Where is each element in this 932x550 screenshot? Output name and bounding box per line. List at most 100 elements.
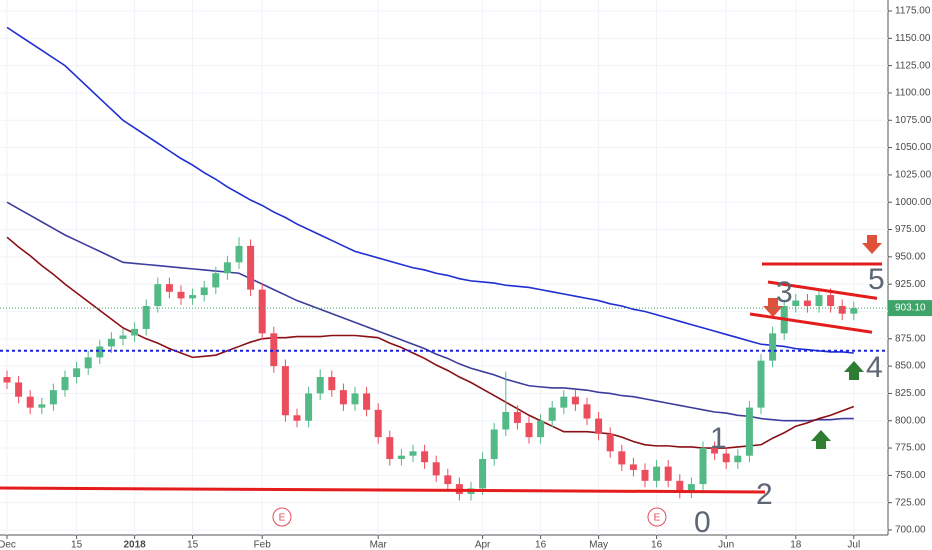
candle-body xyxy=(281,366,289,416)
candle-body xyxy=(165,284,173,292)
y-tick-label: 1075.00 xyxy=(895,115,932,126)
wave-label: 2 xyxy=(756,478,773,511)
candle-body xyxy=(641,469,649,481)
moving-average xyxy=(6,201,854,422)
event-marker xyxy=(272,507,292,527)
candle-body xyxy=(200,287,208,296)
candle-body xyxy=(618,451,626,465)
y-tick-label: 925.00 xyxy=(895,279,926,290)
candle-body xyxy=(815,295,823,307)
candle-body xyxy=(397,455,405,459)
event-label: E xyxy=(279,513,286,524)
candle-body xyxy=(374,409,382,438)
event-label: E xyxy=(654,513,661,524)
arrows xyxy=(763,235,882,449)
candle-body xyxy=(560,396,568,408)
candle-body xyxy=(189,295,197,299)
candle-body xyxy=(687,484,695,492)
x-tick-label: Mar xyxy=(370,540,388,550)
candle-body xyxy=(734,455,742,463)
candle-body xyxy=(699,448,707,485)
wave-label: 4 xyxy=(866,351,883,384)
candle-body xyxy=(15,382,23,397)
y-tick-label: 800.00 xyxy=(895,415,926,426)
trend-line xyxy=(767,280,878,300)
candle-body xyxy=(745,407,753,456)
candle-body xyxy=(339,390,347,405)
candle-body xyxy=(223,262,231,274)
y-tick-label: 1125.00 xyxy=(895,60,931,71)
candle-body xyxy=(757,360,765,408)
last-price-tag xyxy=(888,300,932,317)
candle-body xyxy=(142,306,150,329)
candle-body xyxy=(409,451,417,456)
candle-body xyxy=(444,475,452,485)
candle-body xyxy=(73,368,81,378)
candle-body xyxy=(676,480,684,492)
x-tick-label: Apr xyxy=(475,540,491,550)
candle-body xyxy=(258,289,266,334)
candle-body xyxy=(38,404,46,408)
y-tick-label: 950.00 xyxy=(895,251,926,262)
candle-body xyxy=(653,466,661,481)
y-tick-label: 875.00 xyxy=(895,333,926,344)
candle-body xyxy=(432,462,440,476)
up-arrow xyxy=(811,430,831,449)
candle-body xyxy=(711,448,719,454)
candle-body xyxy=(421,451,429,463)
y-tick-label: 775.00 xyxy=(895,443,926,454)
last-price-label: 903.10 xyxy=(895,303,926,314)
candle-body xyxy=(583,404,591,419)
y-tick-label: 750.00 xyxy=(895,470,926,481)
y-tick-label: 975.00 xyxy=(895,224,926,235)
candle-body xyxy=(838,306,846,314)
candle-body xyxy=(26,396,34,408)
x-tick-label: 15 xyxy=(187,540,199,550)
candle-body xyxy=(629,464,637,470)
up-arrow xyxy=(844,361,864,380)
event-marker xyxy=(647,507,667,527)
y-tick-label: 1100.00 xyxy=(895,88,931,99)
trend-line xyxy=(749,312,873,334)
wave-label: 0 xyxy=(694,506,711,539)
candle-body xyxy=(792,300,800,307)
candle-body xyxy=(502,411,510,430)
candle-body xyxy=(386,437,394,459)
candle-body xyxy=(351,393,359,405)
trend-line xyxy=(0,486,766,494)
candle-body xyxy=(119,335,127,339)
candle-body xyxy=(328,377,336,391)
down-arrow xyxy=(862,235,882,254)
candle-body xyxy=(490,429,498,459)
candle-body xyxy=(664,466,672,481)
x-tick-label: 16 xyxy=(651,540,663,550)
candle-body xyxy=(363,393,371,410)
candle-body xyxy=(769,333,777,361)
candle-body xyxy=(827,295,835,307)
y-tick-label: 1150.00 xyxy=(895,33,931,44)
candle-body xyxy=(270,333,278,367)
wave-label: 3 xyxy=(776,276,793,309)
candle-body xyxy=(722,453,730,463)
candle-body xyxy=(61,377,69,391)
candle-body xyxy=(212,273,220,288)
x-tick-label: Jun xyxy=(718,540,734,550)
candle-body xyxy=(96,346,104,358)
x-tick-label: 15 xyxy=(71,540,83,550)
candle-body xyxy=(571,396,579,405)
x-tick-label: Dec xyxy=(0,540,16,550)
candle-body xyxy=(293,415,301,421)
y-tick-label: 725.00 xyxy=(895,497,926,508)
candle-body xyxy=(305,393,313,421)
x-tick-label: Feb xyxy=(254,540,272,550)
candle-body xyxy=(850,308,858,314)
wave-label: 5 xyxy=(868,263,885,296)
down-arrow xyxy=(763,298,783,317)
y-tick-label: 1025.00 xyxy=(895,170,932,181)
candle-body xyxy=(479,458,487,489)
candle-body xyxy=(107,338,115,347)
y-tick-label: 825.00 xyxy=(895,388,926,399)
y-tick-label: 1000.00 xyxy=(895,197,932,208)
